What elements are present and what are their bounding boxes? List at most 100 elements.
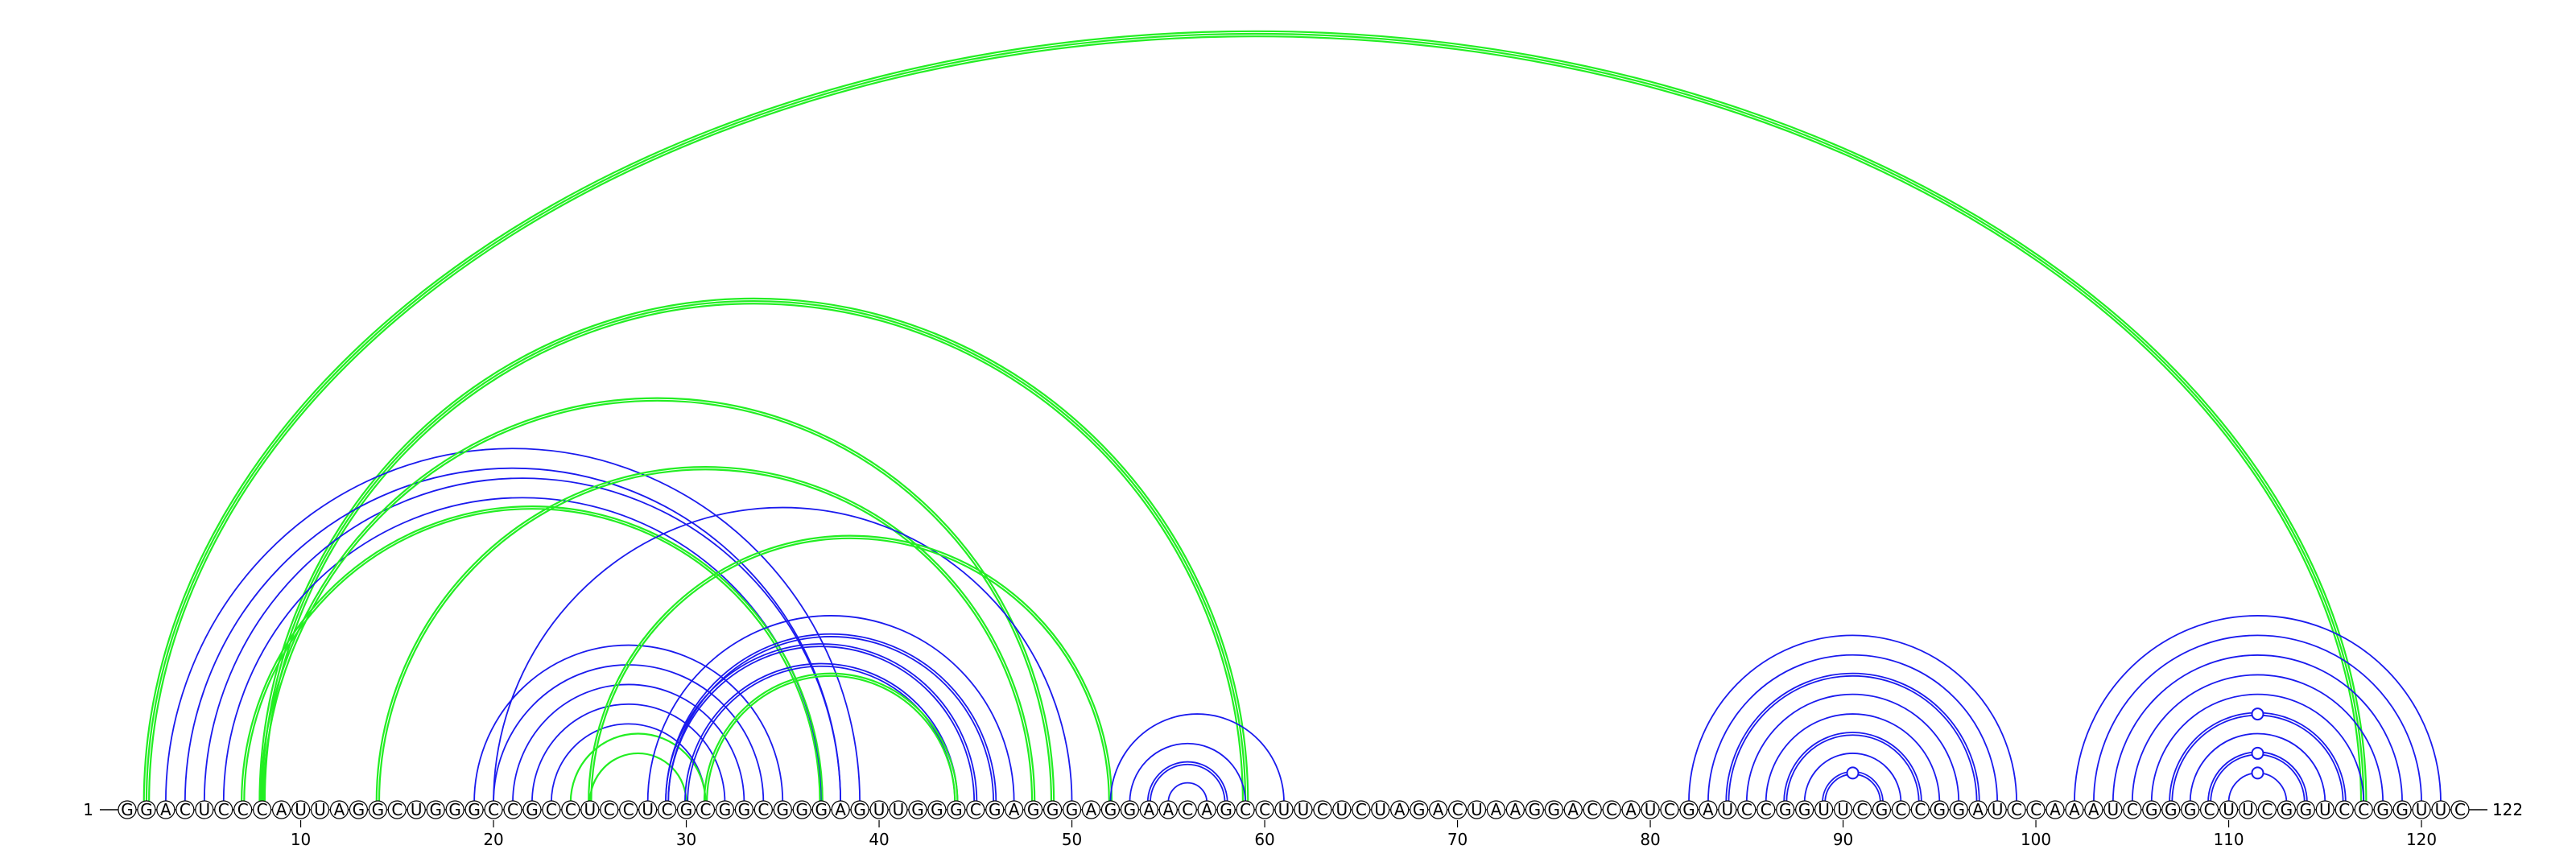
nucleotide-node (368, 800, 387, 819)
base-pair-arc (1129, 742, 1246, 803)
base-pair-arc (2131, 674, 2384, 803)
nucleotide-node (2277, 800, 2296, 819)
base-pair-arc (241, 505, 824, 803)
nucleotide-node (561, 800, 580, 819)
nucleotide-node (1602, 800, 1621, 819)
nucleotide-letter: G (680, 800, 693, 819)
nucleotide-letter: A (334, 800, 345, 819)
base-pair-arc (1803, 753, 1902, 803)
nucleotide-node (2200, 800, 2219, 819)
nucleotide-letter: U (1818, 800, 1830, 819)
nucleotide-node (2046, 800, 2065, 819)
arc-marker (1846, 766, 1860, 780)
nucleotide-letter: G (2184, 800, 2197, 819)
nucleotide-letter: U (1837, 800, 1849, 819)
base-pair-arc (2093, 634, 2422, 803)
nucleotide-letter: U (873, 800, 886, 819)
arc-marker (2251, 746, 2264, 760)
nucleotide-node (2007, 800, 2026, 819)
base-pair-arc (2112, 654, 2403, 803)
nucleotide-letter: G (353, 800, 365, 819)
nucleotide-node (2161, 800, 2181, 819)
nucleotide-letter: C (604, 800, 615, 819)
nucleotide-letter: G (1220, 800, 1232, 819)
nucleotide-letter: C (1587, 800, 1598, 819)
nucleotide-node (1930, 800, 1949, 819)
nucleotide-node (1563, 800, 1583, 819)
base-pair-arc (646, 615, 1015, 803)
nucleotide-node (1968, 800, 1988, 819)
nucleotide-node (1390, 800, 1410, 819)
nucleotide-letter: A (1510, 800, 1521, 819)
nucleotide-node (715, 800, 735, 819)
nucleotide-letter: G (853, 800, 866, 819)
nucleotide-letter: A (1144, 800, 1155, 819)
nucleotide-letter: C (758, 800, 769, 819)
nucleotide-node (2334, 800, 2354, 819)
nucleotide-letter: C (1240, 800, 1251, 819)
nucleotide-node (734, 800, 754, 819)
tick-label: 50 (1062, 830, 1082, 849)
nucleotide-node (1505, 800, 1525, 819)
base-pair-arc (1783, 731, 1922, 803)
nucleotide-letter: A (1972, 800, 1984, 819)
nucleotide-node (1621, 800, 1641, 819)
nucleotide-node (1949, 800, 1968, 819)
nucleotide-letter: C (1259, 800, 1270, 819)
base-pair-arc (149, 36, 2361, 802)
nucleotide-node (233, 800, 253, 819)
nucleotide-node (253, 800, 272, 819)
nucleotide-letter: G (526, 800, 539, 819)
nucleotide-letter: G (1529, 800, 1542, 819)
nucleotide-letter: C (2261, 800, 2273, 819)
nucleotide-node (1814, 800, 1834, 819)
nucleotide-letter: G (2145, 800, 2158, 819)
nucleotide-letter: U (584, 800, 596, 819)
nucleotide-letter: G (989, 800, 1001, 819)
nucleotide-letter: U (2319, 800, 2331, 819)
nucleotide-letter: U (198, 800, 210, 819)
nucleotide-node (2219, 800, 2239, 819)
base-pair-arc (1765, 713, 1941, 803)
nucleotide-node (1352, 800, 1371, 819)
nucleotide-letter: C (1182, 800, 1193, 819)
base-pair-arc (684, 662, 959, 803)
nucleotide-letter: G (777, 800, 790, 819)
nucleotide-letter: G (1548, 800, 1561, 819)
nucleotide-node (1216, 800, 1236, 819)
nucleotide-letter: U (2435, 800, 2447, 819)
nucleotide-letter: G (931, 800, 943, 819)
nucleotide-letter: U (1992, 800, 2004, 819)
nucleotide-node (445, 800, 464, 819)
nucleotide-letter: G (738, 800, 751, 819)
nucleotide-letter: U (893, 800, 905, 819)
nucleotide-letter: C (257, 800, 268, 819)
nucleotide-node (2373, 800, 2392, 819)
nucleotide-node (1660, 800, 1679, 819)
nucleotide-letter: C (565, 800, 576, 819)
base-pair-arc (1728, 674, 1978, 803)
nucleotide-letter: G (121, 800, 134, 819)
nucleotide-node (927, 800, 947, 819)
nucleotide-letter: A (2088, 800, 2099, 819)
nucleotide-letter: C (488, 800, 499, 819)
nucleotide-letter: C (1356, 800, 1367, 819)
nucleotide-letter: C (1664, 800, 1675, 819)
nucleotide-node (1718, 800, 1737, 819)
nucleotide-node (638, 800, 658, 819)
nucleotide-letter: G (1046, 800, 1059, 819)
base-pair-arc (165, 448, 861, 803)
nucleotide-node (850, 800, 869, 819)
nucleotide-node (1120, 800, 1140, 819)
nucleotide-node (2142, 800, 2161, 819)
tick-label: 80 (1640, 830, 1660, 849)
nucleotide-node (1100, 800, 1121, 819)
nucleotide-node (2296, 800, 2315, 819)
nucleotide-letter: C (1857, 800, 1868, 819)
nucleotide-letter: A (160, 800, 171, 819)
nucleotide-letter: C (2011, 800, 2022, 819)
nucleotide-letter: G (950, 800, 963, 819)
nucleotide-letter: G (1066, 800, 1079, 819)
markers-layer (1846, 707, 2264, 780)
